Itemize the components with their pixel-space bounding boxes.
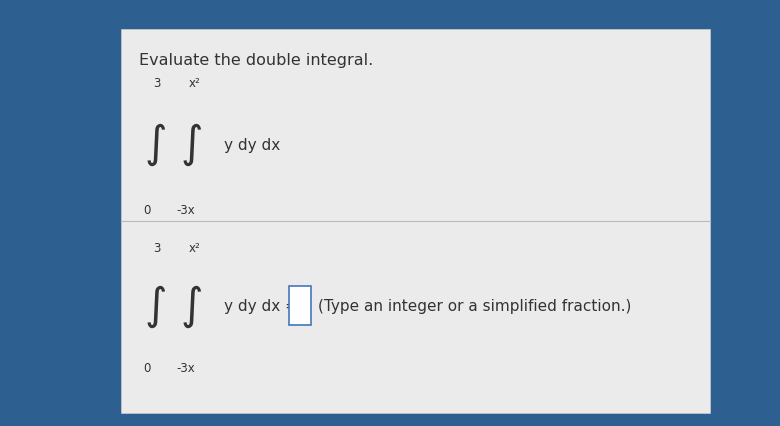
Text: (Type an integer or a simplified fraction.): (Type an integer or a simplified fractio… (318, 298, 632, 314)
Text: $\int$: $\int$ (180, 122, 202, 168)
Text: 3: 3 (154, 77, 161, 90)
Text: x²: x² (189, 77, 200, 90)
Text: $\int$: $\int$ (144, 283, 166, 329)
Bar (289, 287, 310, 325)
Text: x²: x² (189, 242, 200, 255)
Bar (121, 30, 710, 413)
Text: -3x: -3x (177, 361, 196, 374)
Text: $\int$: $\int$ (180, 283, 202, 329)
Text: y dy dx =: y dy dx = (224, 298, 298, 314)
Bar (0, 0, 780, 30)
Text: -3x: -3x (177, 204, 196, 216)
Text: 0: 0 (144, 361, 151, 374)
Text: $\int$: $\int$ (144, 122, 166, 168)
Text: Evaluate the double integral.: Evaluate the double integral. (139, 53, 373, 68)
Text: 0: 0 (144, 204, 151, 216)
Text: y dy dx: y dy dx (224, 137, 280, 153)
Text: 3: 3 (154, 242, 161, 255)
